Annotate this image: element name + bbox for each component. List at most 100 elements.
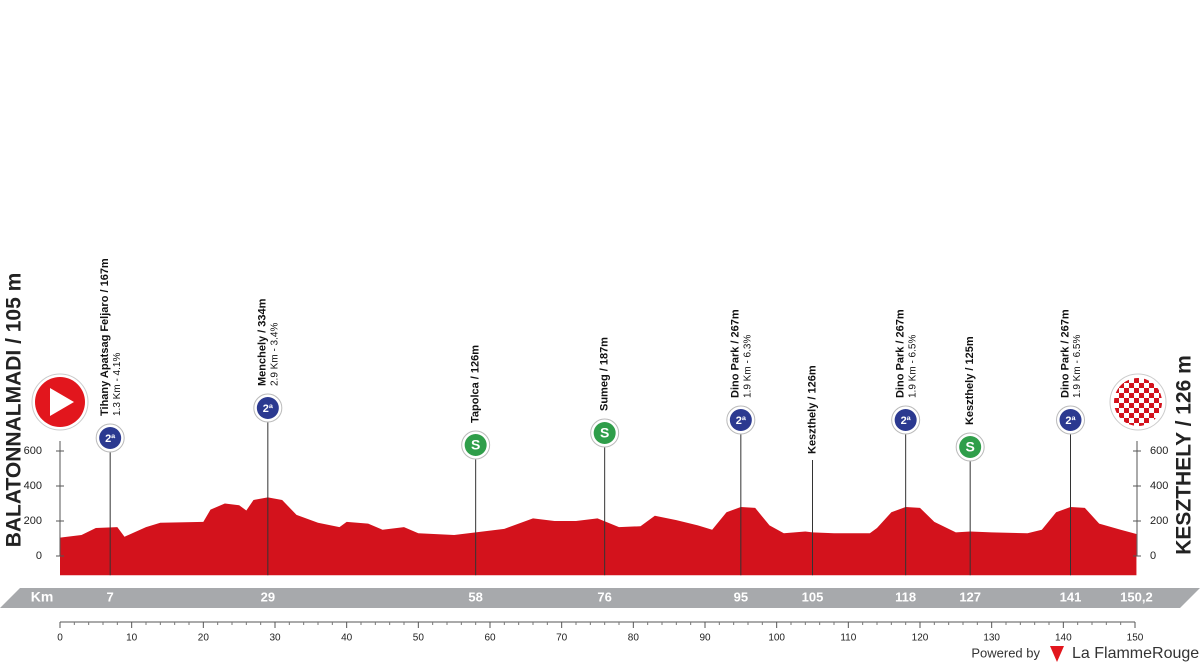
checker-square (1114, 423, 1119, 426)
checker-square (1159, 393, 1162, 398)
checker-square (1149, 418, 1154, 423)
checker-square (1154, 413, 1159, 418)
checker-square (1154, 388, 1159, 393)
x-tick-label: 0 (57, 633, 63, 644)
checker-square (1139, 378, 1144, 383)
x-tick-label: 30 (269, 633, 281, 644)
checker-square (1124, 408, 1129, 413)
x-tick-label: 120 (912, 633, 929, 644)
checker-square (1134, 378, 1139, 383)
checker-square (1124, 413, 1129, 418)
checker-square (1139, 423, 1144, 426)
checker-square (1154, 403, 1159, 408)
checker-square (1129, 393, 1134, 398)
checker-square (1139, 393, 1144, 398)
checker-square (1144, 393, 1149, 398)
poi-label: Sumeg / 187m (599, 337, 611, 411)
x-tick-label: 40 (341, 633, 353, 644)
km-milestone: 118 (895, 589, 916, 604)
checker-square (1119, 408, 1124, 413)
checker-square (1129, 423, 1134, 426)
poi-icon-label: 2ª (736, 415, 747, 427)
checker-square (1144, 413, 1149, 418)
poi-icon-label: 2ª (105, 433, 116, 445)
checker-square (1119, 388, 1124, 393)
checker-square (1119, 393, 1124, 398)
checker-square (1134, 383, 1139, 388)
poi-label: Tihany Apatsag Feljaro / 167m (99, 258, 111, 416)
start-label: BALATONNALMADI / 105 m (3, 273, 26, 548)
checker-square (1124, 393, 1129, 398)
km-milestone: 141 (1060, 589, 1082, 604)
checker-square (1144, 418, 1149, 423)
checker-square (1144, 378, 1149, 383)
checker-square (1129, 408, 1134, 413)
poi-icon (464, 434, 487, 456)
checker-square (1114, 408, 1119, 413)
km-milestone: 29 (261, 589, 275, 604)
poi-icon (729, 409, 752, 431)
x-tick-label: 20 (198, 633, 210, 644)
checker-square (1134, 418, 1139, 423)
checker-square (1129, 398, 1134, 403)
checker-square (1114, 398, 1119, 403)
km-band (0, 588, 1200, 608)
checker-square (1114, 403, 1119, 408)
checker-square (1159, 378, 1162, 383)
y-tick-label: 200 (24, 515, 42, 527)
checker-square (1129, 403, 1134, 408)
poi-label: Dino Park / 267m (730, 309, 742, 398)
y-tick-label: 600 (1150, 445, 1168, 457)
y-tick-label: 0 (1150, 550, 1156, 562)
checker-square (1134, 423, 1139, 426)
checker-square (1144, 383, 1149, 388)
checker-square (1149, 398, 1154, 403)
x-tick-label: 70 (556, 633, 568, 644)
poi-icon (1059, 409, 1082, 431)
poi-detail: 1.3 Km - 4.1% (112, 353, 123, 416)
poi-label: Keszthely / 125m (964, 336, 976, 425)
poi-label: Keszthely / 126m (806, 365, 818, 454)
checker-square (1139, 408, 1144, 413)
checker-square (1139, 388, 1144, 393)
poi-icon (959, 436, 982, 458)
checker-square (1129, 378, 1134, 383)
checker-square (1154, 408, 1159, 413)
poi-icon-label: 2ª (263, 403, 274, 415)
y-tick-label: 200 (1150, 515, 1168, 527)
y-tick-label: 600 (24, 445, 42, 457)
km-milestone: 7 (107, 589, 114, 604)
poi-icon-label: 2ª (901, 415, 912, 427)
elevation-area (60, 497, 1137, 576)
x-tick-label: 110 (840, 633, 856, 644)
poi-icon (99, 427, 122, 449)
checker-square (1159, 398, 1162, 403)
x-tick-label: 130 (983, 633, 1000, 644)
y-tick-label: 400 (24, 480, 42, 492)
checker-square (1129, 413, 1134, 418)
y-tick-label: 400 (1150, 480, 1168, 492)
km-label: Km (31, 589, 54, 605)
x-tick-label: 80 (628, 633, 640, 644)
finish-icon (1109, 373, 1167, 431)
checker-square (1139, 413, 1144, 418)
checker-square (1149, 393, 1154, 398)
checker-square (1154, 398, 1159, 403)
checker-square (1134, 403, 1139, 408)
finish-label: KESZTHELY / 126 m (1173, 355, 1196, 555)
x-tick-label: 150 (1127, 633, 1144, 644)
poi-label: Dino Park / 267m (1059, 309, 1071, 398)
checker-square (1144, 388, 1149, 393)
x-tick-label: 100 (768, 633, 785, 644)
checker-square (1139, 398, 1144, 403)
km-milestone: 150,2 (1120, 589, 1153, 604)
checker-square (1129, 383, 1134, 388)
checker-square (1119, 398, 1124, 403)
checker-square (1144, 398, 1149, 403)
checker-square (1154, 393, 1159, 398)
poi-detail: 1.9 Km - 6.5% (907, 335, 918, 398)
checker-square (1139, 403, 1144, 408)
checker-square (1129, 388, 1134, 393)
checker-square (1124, 418, 1129, 423)
checker-square (1124, 388, 1129, 393)
